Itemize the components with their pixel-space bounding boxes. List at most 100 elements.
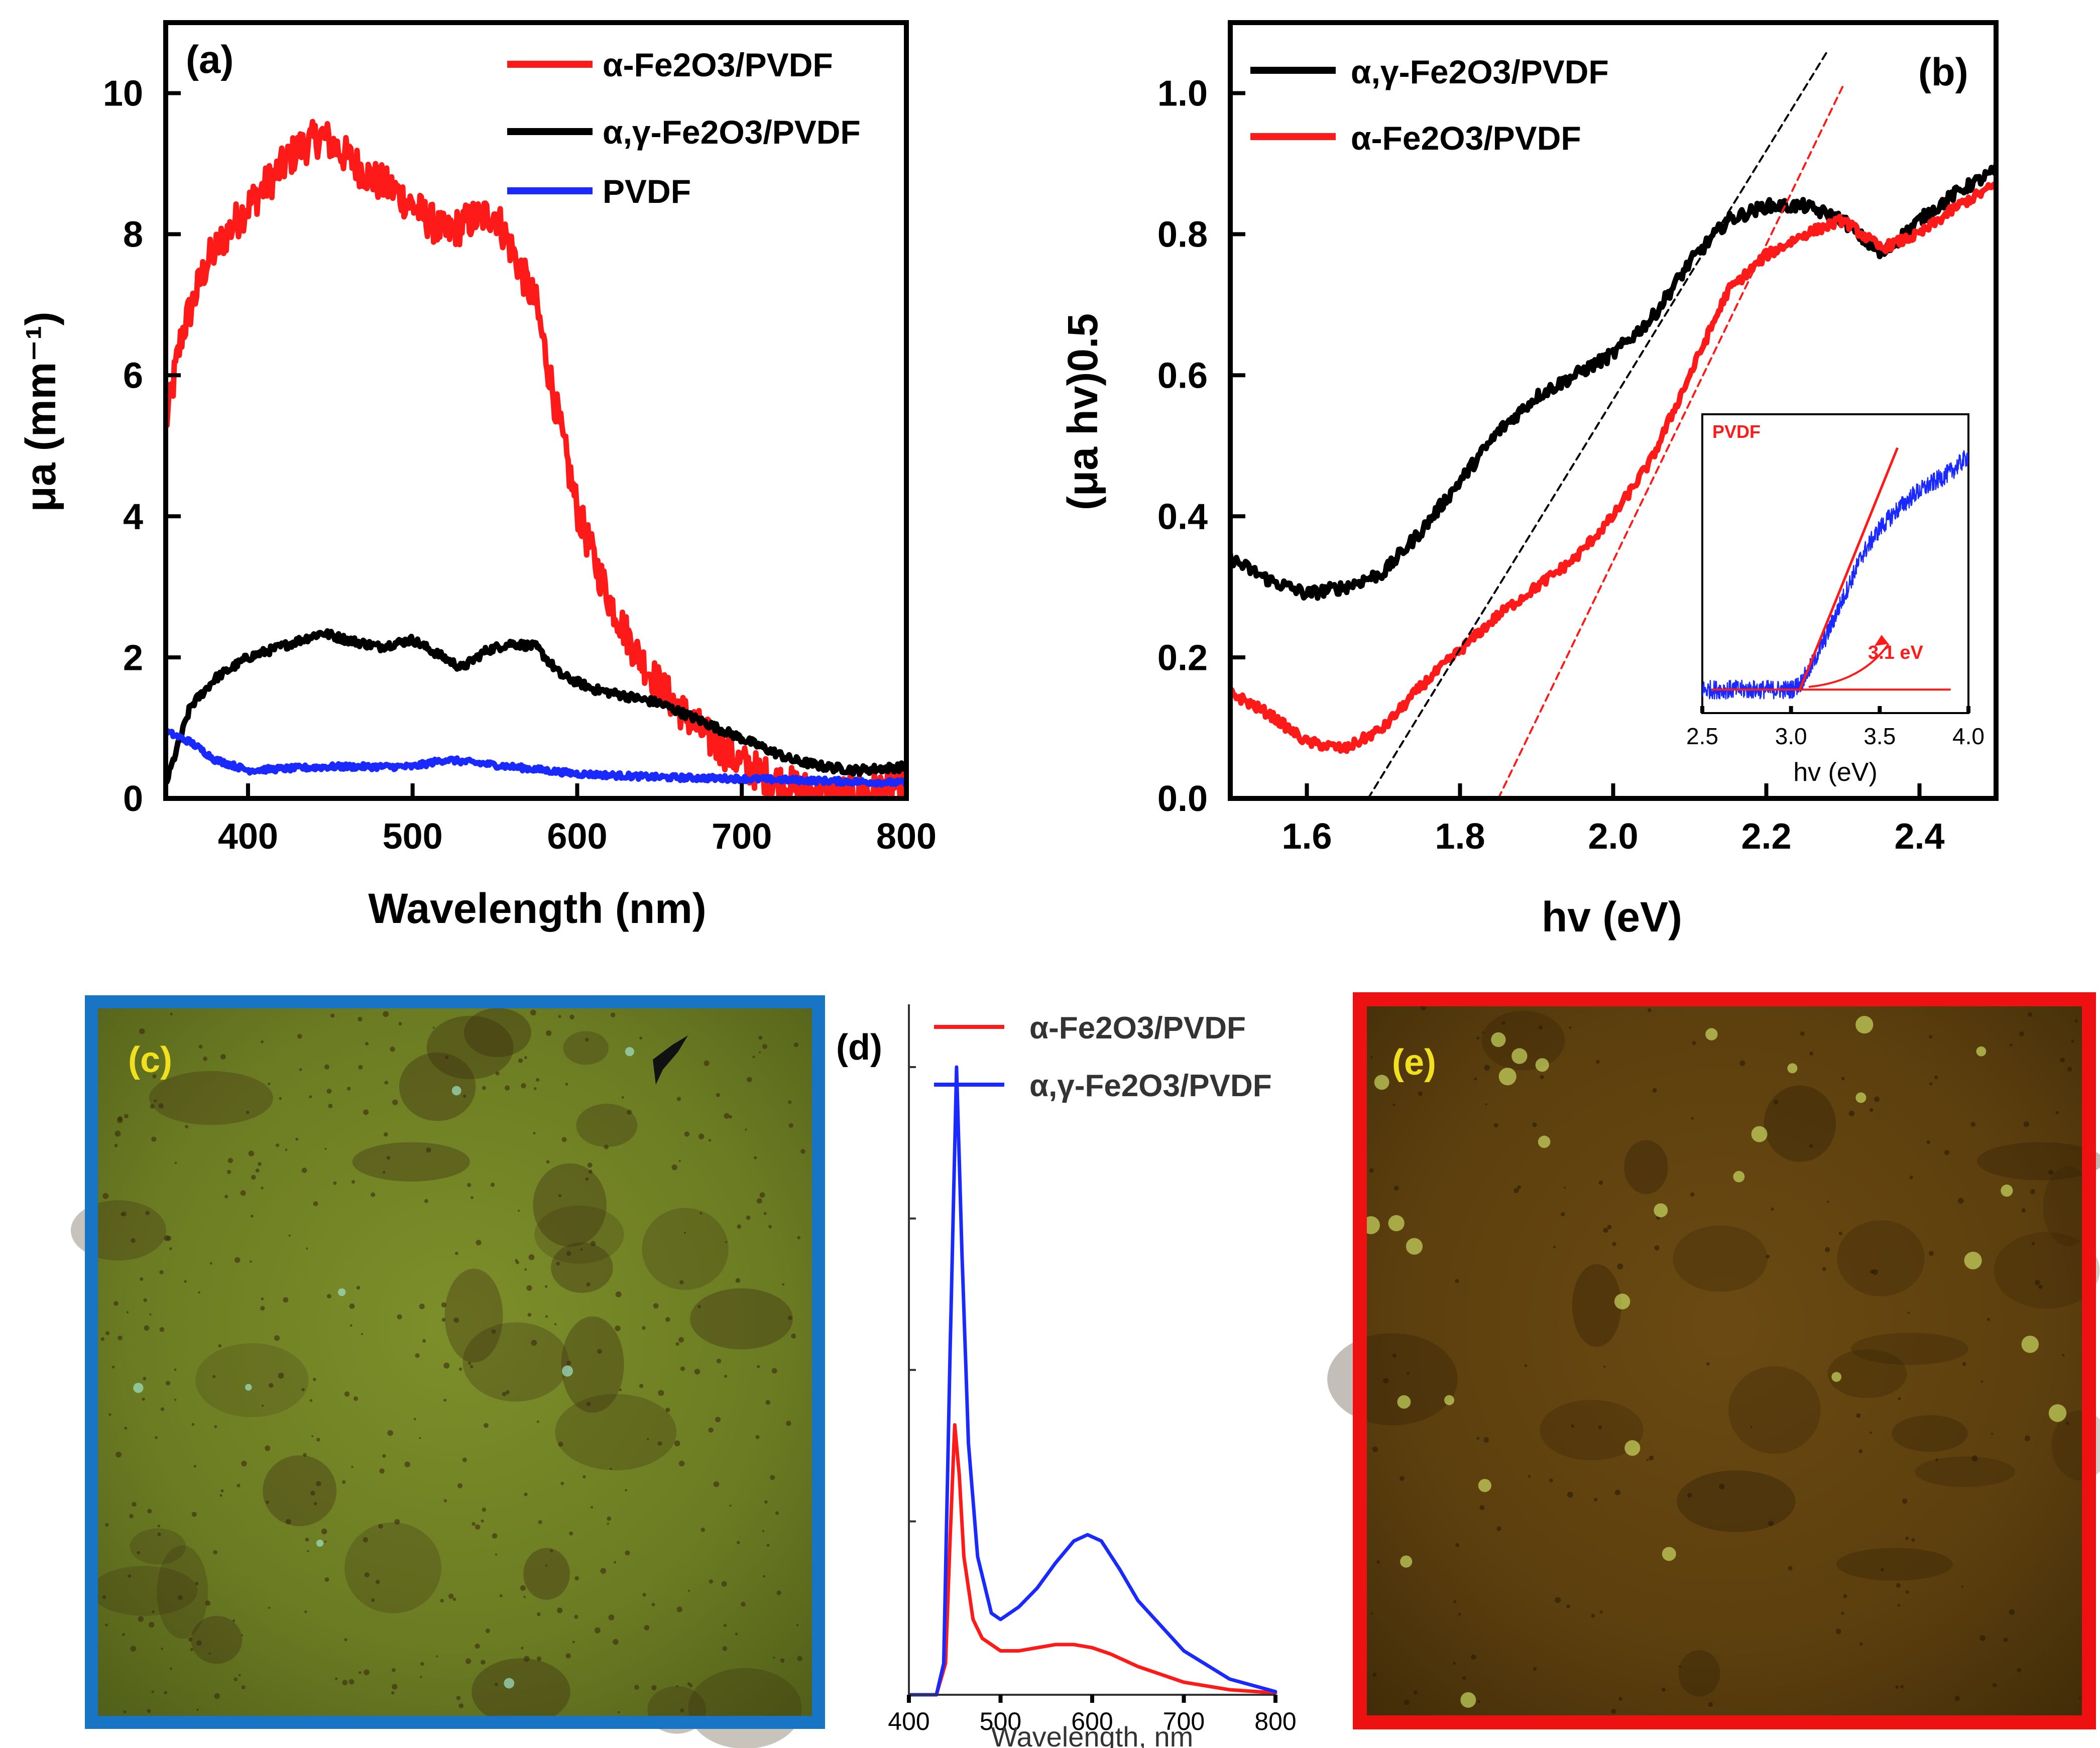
micrograph-c-speck xyxy=(441,1302,447,1308)
micrograph-c-speck xyxy=(481,1660,486,1665)
micrograph-c-speck xyxy=(729,1115,732,1119)
micrograph-c-speck xyxy=(678,1159,681,1162)
micrograph-e-speck xyxy=(1599,1610,1603,1614)
micrograph-e-speck xyxy=(1895,1685,1899,1689)
micrograph-c-speck xyxy=(371,1192,376,1197)
micrograph-c-speck xyxy=(746,1215,751,1220)
micrograph-c-speck xyxy=(128,1574,132,1578)
micrograph-e-speck xyxy=(1679,1665,1681,1668)
panel-b-y-tick-label: 0.4 xyxy=(1157,497,1208,537)
micrograph-e-bright-spot xyxy=(1491,1032,1506,1047)
micrograph-c-speck xyxy=(306,1247,308,1250)
micrograph-e-speck xyxy=(1647,1008,1652,1012)
micrograph-c-speck xyxy=(453,1317,459,1323)
micrograph-e-speck xyxy=(1971,1455,1978,1462)
micrograph-c-speck xyxy=(741,1601,746,1607)
micrograph-c-speck xyxy=(115,1451,122,1458)
micrograph-c-shade xyxy=(690,1288,793,1350)
micrograph-c-shade xyxy=(534,1205,624,1264)
micrograph-e-speck xyxy=(2055,1111,2059,1114)
panel-d: 400 500 600 700 800 (d) Wavelength, nm α-Fe2… xyxy=(836,1004,1297,1748)
panel-b-y-tick-label: 0.8 xyxy=(1157,215,1208,255)
panel-b-x-tick-label: 2.4 xyxy=(1894,817,1944,857)
micrograph-e-speck xyxy=(1372,1446,1378,1452)
micrograph-c-speck xyxy=(780,1658,785,1663)
micrograph-c-speck xyxy=(530,1009,536,1016)
micrograph-c-speck xyxy=(269,1383,274,1388)
micrograph-e-speck xyxy=(1418,1091,1423,1096)
micrograph-c-speck xyxy=(715,1417,721,1423)
micrograph-e-speck xyxy=(1591,1613,1595,1618)
micrograph-c-speck xyxy=(721,1581,727,1587)
micrograph-c-speck xyxy=(174,1161,177,1164)
micrograph-c-speck xyxy=(787,1316,792,1321)
inset-x-tick-label: 3.5 xyxy=(1863,723,1896,749)
micrograph-c-speck xyxy=(561,1137,567,1142)
micrograph-c-speck xyxy=(113,1301,119,1306)
micrograph-c-speck xyxy=(102,1595,106,1599)
micrograph-e-speck xyxy=(1896,1583,1901,1588)
micrograph-c-speck xyxy=(788,1100,792,1104)
micrograph-c-speck xyxy=(404,1461,410,1467)
micrograph-c-speck xyxy=(470,1196,474,1200)
micrograph-e-speck xyxy=(1479,1505,1485,1510)
inset-x-tick-label: 4.0 xyxy=(1952,723,1985,749)
micrograph-e-speck xyxy=(1598,1425,1602,1429)
micrograph-c-speck xyxy=(174,1399,177,1401)
micrograph-e-speck xyxy=(1483,1437,1489,1443)
micrograph-c-shade xyxy=(90,1566,198,1616)
micrograph-c-speck xyxy=(241,1460,247,1467)
micrograph-c-speck xyxy=(651,1685,657,1691)
micrograph-c-speck xyxy=(131,1238,136,1243)
micrograph-c-speck xyxy=(443,1499,447,1502)
micrograph-c-speck xyxy=(188,1637,193,1642)
micrograph-e-speck xyxy=(1555,1597,1561,1603)
micrograph-c-speck xyxy=(353,1396,358,1401)
micrograph-c-speck xyxy=(722,1646,728,1651)
micrograph-c-speck xyxy=(100,1337,105,1341)
micrograph-c-speck xyxy=(639,1036,643,1040)
micrograph-c-shade xyxy=(555,1394,677,1470)
micrograph-c-speck xyxy=(234,1677,238,1681)
micrograph-c-speck xyxy=(129,1513,134,1519)
micrograph-c-speck xyxy=(359,1671,362,1674)
micrograph-c-speck xyxy=(569,1014,574,1020)
micrograph-c-speck xyxy=(634,1685,639,1690)
micrograph-c-speck xyxy=(608,1614,615,1620)
micrograph-c-speck xyxy=(158,1103,164,1109)
micrograph-c-speck xyxy=(762,1043,768,1050)
micrograph-e-speck xyxy=(1476,1437,1479,1440)
micrograph-e-speck xyxy=(1612,1242,1616,1246)
micrograph-c-speck xyxy=(288,1234,291,1237)
micrograph-c-speck xyxy=(361,1333,364,1335)
micrograph-c-defect xyxy=(653,1035,688,1085)
micrograph-c-speck xyxy=(174,1368,177,1371)
micrograph-c-speck xyxy=(499,1594,503,1597)
panel-a-y-tick-label: 6 xyxy=(123,356,143,396)
micrograph-c-speck xyxy=(220,1489,224,1492)
panel-d-x-axis-label: Wavelength, nm xyxy=(991,1721,1194,1748)
micrograph-e-speck xyxy=(1462,1676,1466,1680)
micrograph-e-shade xyxy=(1677,1470,1796,1533)
micrograph-c-speck xyxy=(316,1438,320,1442)
inset-frame xyxy=(1701,413,1969,714)
panel-b-y-tick-label: 0.2 xyxy=(1157,638,1208,678)
micrograph-c-speck xyxy=(324,1577,329,1582)
micrograph-e-speck xyxy=(2019,1031,2024,1036)
micrograph-e-speck xyxy=(2071,1039,2074,1043)
micrograph-c-speck xyxy=(560,1481,564,1485)
micrograph-c-speck xyxy=(261,1187,264,1190)
micrograph-e-speck xyxy=(1392,1103,1395,1106)
micrograph-c-speck xyxy=(678,1460,685,1467)
micrograph-c-speck xyxy=(248,1150,255,1156)
micrograph-e-speck xyxy=(1533,1667,1537,1671)
micrograph-c-speck xyxy=(763,1212,767,1215)
micrograph-e-bright-spot xyxy=(1831,1372,1842,1382)
micrograph-c-speck xyxy=(462,1457,467,1462)
micrograph-c-speck xyxy=(658,1390,664,1396)
micrograph-e-shade xyxy=(1915,1456,2015,1487)
micrograph-c-speck xyxy=(301,1168,307,1173)
micrograph-c-speck xyxy=(283,1297,289,1303)
legend-a-label-1: α,γ-Fe2O3/PVDF xyxy=(603,113,861,151)
micrograph-e-shade xyxy=(2043,1166,2094,1246)
